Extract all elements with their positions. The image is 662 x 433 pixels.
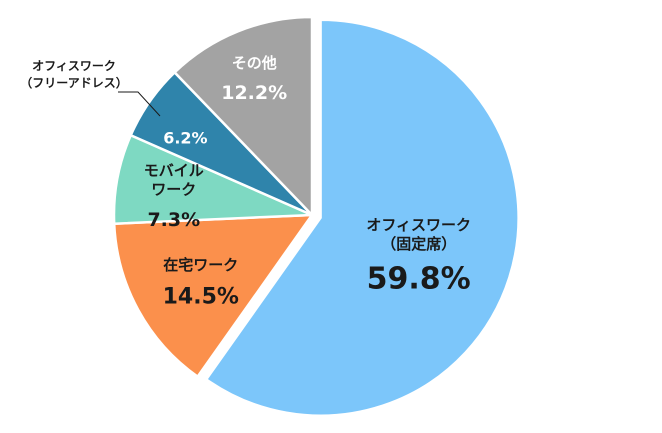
slice-category-label: その他 (232, 54, 277, 72)
slice-category-label: 在宅ワーク (163, 256, 238, 274)
leader-lines (118, 91, 161, 117)
slice-value-label: 12.2% (221, 82, 287, 104)
slice-value-label: 14.5% (163, 285, 239, 310)
slice-labels: オフィスワーク（固定席）59.8%在宅ワーク14.5%モバイルワーク7.3%6.… (20, 54, 471, 310)
pie-slice-0 (204, 18, 520, 417)
slice-category-label: ワーク (151, 181, 196, 199)
pie-slice-4 (172, 15, 314, 219)
slice-category-label: モバイル (144, 162, 204, 180)
slice-value-label: 59.8% (367, 261, 471, 296)
slice-category-label: オフィスワーク (366, 216, 471, 234)
pie-slices (112, 15, 520, 417)
pie-slice-1 (112, 213, 315, 379)
leader-line (118, 91, 161, 117)
external-slice-label: オフィスワーク (32, 59, 116, 73)
external-slice-label: （フリーアドレス） (20, 75, 128, 90)
slice-category-label: （固定席） (381, 235, 456, 253)
slice-value-label: 6.2% (163, 129, 207, 148)
slice-value-label: 7.3% (147, 209, 200, 231)
